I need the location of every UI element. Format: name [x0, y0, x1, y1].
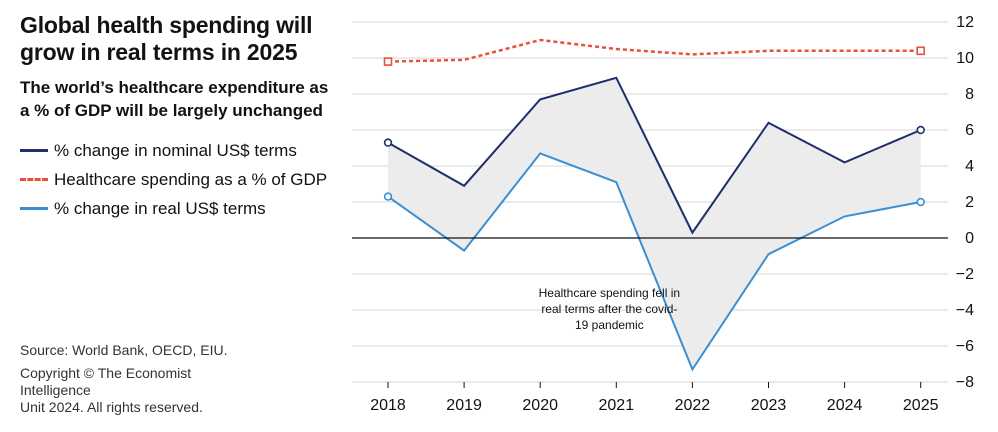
legend: % change in nominal US$ terms Healthcare… — [20, 136, 340, 223]
y-tick-label--4: −4 — [956, 302, 974, 319]
legend-label-gdp-share: Healthcare spending as a % of GDP — [54, 169, 328, 189]
annotation-line-3: 19 pandemic — [575, 318, 644, 332]
point-change-in-real-us-terms-2025 — [916, 197, 925, 207]
x-tick-label-2024: 2024 — [827, 397, 863, 414]
legend-swatch-nominal — [20, 149, 48, 152]
y-tick-label-0: 0 — [965, 230, 974, 247]
x-tick-label-2025: 2025 — [903, 397, 939, 414]
y-tick-label-8: 8 — [965, 86, 974, 103]
chart-title: Global health spending will grow in real… — [20, 12, 340, 66]
y-tick-label-6: 6 — [965, 122, 974, 139]
chart-subtitle: The world’s healthcare expenditure as a … — [20, 76, 340, 122]
y-tick-label--8: −8 — [956, 374, 974, 391]
x-tick-label-2023: 2023 — [751, 397, 787, 414]
series-line-healthcare-spending-as-a-of-gdp — [387, 38, 921, 63]
x-tick-label-2021: 2021 — [599, 397, 635, 414]
point-change-in-nominal-us-terms-2018 — [383, 138, 393, 147]
copyright-line-2: Intelligence — [20, 382, 91, 398]
chart-subtitle-line-1: The world’s healthcare expenditure as — [20, 78, 329, 97]
annotation-line-1: Healthcare spending fell in — [539, 286, 680, 300]
chart-subtitle-line-2: a % of GDP will be largely unchanged — [20, 101, 323, 120]
copyright-line-1: Copyright © The Economist — [20, 365, 192, 381]
series-line-change-in-real-us-terms — [387, 152, 921, 372]
shade-layer — [388, 77, 921, 370]
legend-swatch-real — [20, 207, 48, 210]
point-change-in-real-us-terms-2018 — [383, 192, 393, 201]
legend-label-real: % change in real US$ terms — [54, 198, 266, 218]
annotation-layer: Healthcare spending fell in real terms af… — [539, 286, 680, 332]
copyright-note: Copyright © The Economist Intelligence U… — [20, 365, 250, 416]
series-healthcare-spending-as-a-of-gdp — [383, 38, 926, 66]
point-healthcare-spending-as-a-of-gdp-2018 — [383, 57, 393, 66]
legend-label-nominal: % change in nominal US$ terms — [54, 140, 297, 160]
x-tick-label-2022: 2022 — [675, 397, 711, 414]
series-change-in-real-us-terms — [383, 152, 925, 372]
x-tick-label-2018: 2018 — [370, 397, 406, 414]
annotation-line-2: real terms after the covid- — [541, 302, 677, 316]
point-healthcare-spending-as-a-of-gdp-2025 — [916, 46, 926, 56]
series-change-in-nominal-us-terms — [383, 76, 925, 235]
x-tick-label-2020: 2020 — [522, 397, 558, 414]
legend-item-real: % change in real US$ terms — [20, 194, 340, 223]
legend-item-gdp-share: Healthcare spending as a % of GDP — [20, 165, 340, 194]
y-tick-label-12: 12 — [956, 14, 974, 31]
chart-title-line-1: Global health spending will — [20, 12, 313, 38]
y-tick-label-4: 4 — [965, 158, 974, 175]
x-tick-label-2019: 2019 — [446, 397, 482, 414]
series-line-change-in-nominal-us-terms — [387, 76, 922, 235]
source-note: Source: World Bank, OECD, EIU. — [20, 342, 228, 358]
point-change-in-nominal-us-terms-2025 — [916, 125, 925, 135]
annotation-text: Healthcare spending fell in real terms af… — [539, 286, 680, 332]
y-tick-label-2: 2 — [965, 194, 974, 211]
legend-item-nominal: % change in nominal US$ terms — [20, 136, 340, 165]
series-layer — [383, 38, 926, 372]
legend-swatch-gdp-share — [20, 178, 48, 181]
shaded-band — [388, 77, 921, 370]
axis-layer: 12 10 8 6 4 2 0 −2 −4 −6 −8 2018 2019 2020 2021 2022 202… — [352, 14, 974, 414]
y-tick-label--6: −6 — [956, 338, 974, 355]
y-tick-label-10: 10 — [956, 50, 974, 67]
chart-title-line-2: grow in real terms in 2025 — [20, 39, 298, 65]
y-tick-label--2: −2 — [956, 266, 974, 283]
header-panel: Global health spending will grow in real… — [20, 12, 340, 223]
copyright-line-3: Unit 2024. All rights reserved. — [20, 399, 203, 415]
